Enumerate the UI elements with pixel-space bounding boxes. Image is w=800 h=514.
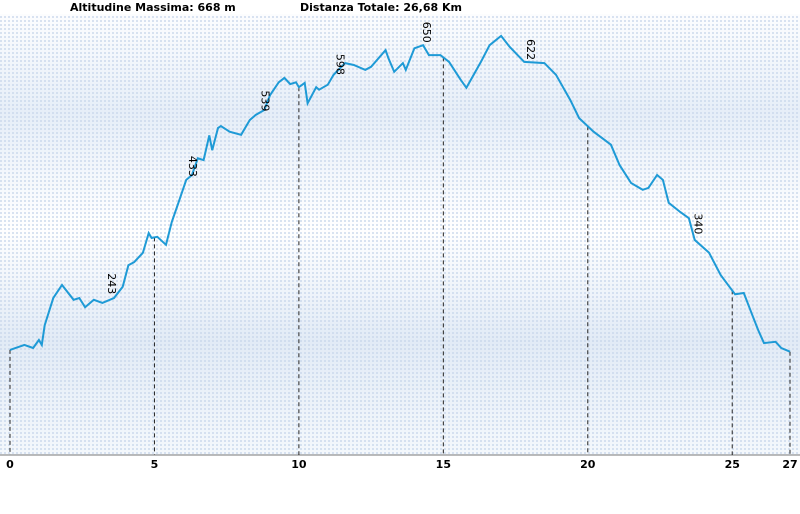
x-tick-label: 25 (725, 458, 740, 471)
point-label: 650 (420, 22, 433, 43)
plot-pattern (0, 0, 800, 455)
x-tick-label: 5 (151, 458, 159, 471)
point-label: 598 (333, 54, 346, 75)
point-label: 243 (105, 273, 118, 294)
x-tick-label: 10 (291, 458, 307, 471)
point-label: 622 (524, 39, 537, 60)
x-tick-label: 0 (6, 458, 14, 471)
point-label: 340 (692, 213, 705, 234)
point-label: 433 (186, 156, 199, 177)
elevation-line (9, 34, 791, 353)
header-band (0, 0, 800, 14)
max-altitude: Altitudine Massima: 668 m (70, 1, 236, 14)
point-label: 539 (258, 90, 271, 111)
x-tick-label: 27 (782, 458, 797, 471)
x-tick-label: 15 (436, 458, 451, 471)
x-tick-label: 20 (580, 458, 596, 471)
total-distance: Distanza Totale: 26,68 Km (300, 1, 462, 14)
